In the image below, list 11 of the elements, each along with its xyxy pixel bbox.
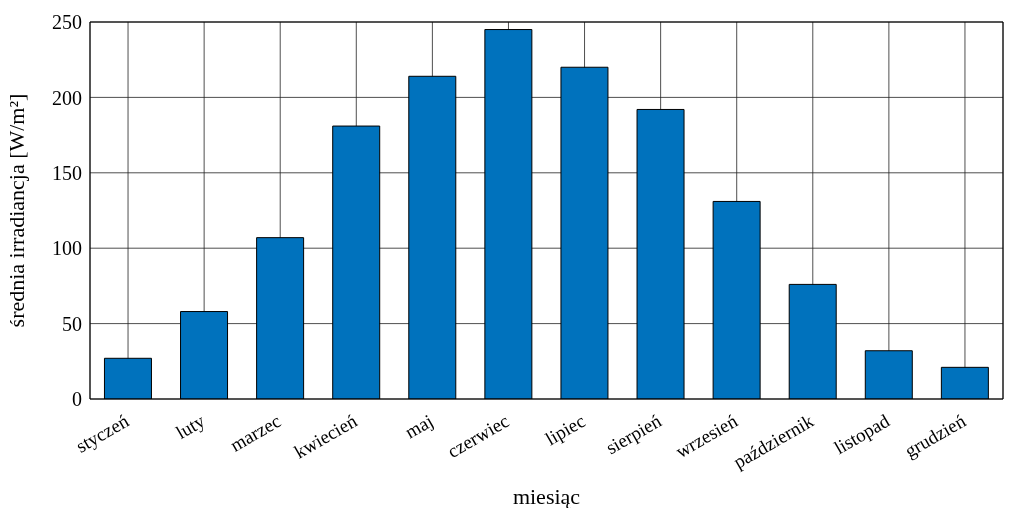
- x-axis-title: miesiąc: [512, 484, 581, 509]
- x-tick-label: lipiec: [541, 410, 589, 450]
- y-tick-label: 200: [52, 86, 82, 109]
- y-tick-label: 0: [72, 388, 82, 411]
- y-axis-title: średnia irradiancja [W/m²]: [3, 93, 29, 328]
- y-tick-label: 50: [62, 312, 82, 335]
- x-tick-label: maj: [401, 410, 437, 443]
- y-tick-label: 250: [52, 11, 82, 34]
- y-tick-label: 150: [52, 161, 82, 184]
- y-tick-label: 100: [52, 237, 82, 260]
- x-tick-label: luty: [172, 409, 209, 444]
